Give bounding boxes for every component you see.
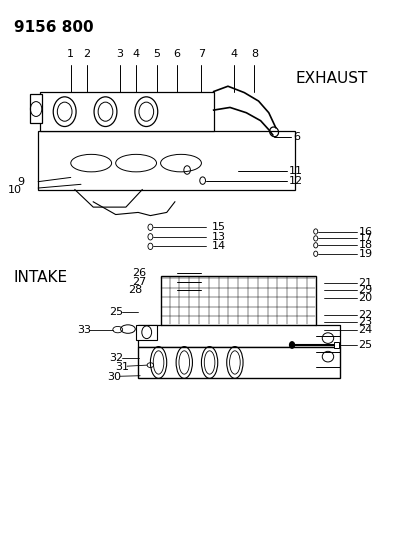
Text: 12: 12 bbox=[289, 175, 303, 185]
Text: 32: 32 bbox=[110, 353, 124, 363]
Text: 6: 6 bbox=[173, 49, 180, 59]
Text: 9: 9 bbox=[18, 176, 25, 187]
Text: 21: 21 bbox=[358, 278, 373, 288]
Text: 26: 26 bbox=[132, 269, 146, 278]
Text: 11: 11 bbox=[289, 166, 303, 176]
FancyBboxPatch shape bbox=[161, 276, 316, 325]
Text: 28: 28 bbox=[128, 285, 142, 295]
Text: INTAKE: INTAKE bbox=[14, 270, 68, 285]
Text: 7: 7 bbox=[198, 49, 205, 59]
Text: 3: 3 bbox=[116, 49, 123, 59]
Text: 4: 4 bbox=[231, 49, 238, 59]
Text: 8: 8 bbox=[251, 49, 258, 59]
Text: 15: 15 bbox=[212, 222, 226, 232]
Text: 33: 33 bbox=[77, 325, 91, 335]
Text: 6: 6 bbox=[293, 132, 300, 142]
Text: 29: 29 bbox=[358, 285, 373, 295]
Text: 23: 23 bbox=[358, 317, 373, 327]
Text: 20: 20 bbox=[358, 293, 373, 303]
Text: 9156 800: 9156 800 bbox=[14, 20, 93, 35]
Text: 14: 14 bbox=[212, 241, 226, 252]
Text: 1: 1 bbox=[67, 49, 74, 59]
Text: 25: 25 bbox=[358, 340, 373, 350]
Text: 22: 22 bbox=[358, 310, 373, 320]
FancyBboxPatch shape bbox=[335, 342, 339, 348]
FancyBboxPatch shape bbox=[136, 325, 157, 340]
FancyBboxPatch shape bbox=[40, 92, 214, 131]
Text: 2: 2 bbox=[83, 49, 91, 59]
Text: 4: 4 bbox=[132, 49, 140, 59]
FancyBboxPatch shape bbox=[30, 94, 42, 123]
Circle shape bbox=[290, 342, 295, 348]
Text: 25: 25 bbox=[110, 306, 124, 317]
Text: 13: 13 bbox=[212, 232, 226, 242]
FancyBboxPatch shape bbox=[138, 347, 340, 378]
Text: 24: 24 bbox=[358, 325, 373, 335]
Text: 19: 19 bbox=[358, 249, 373, 259]
Text: 17: 17 bbox=[358, 233, 373, 244]
Text: 5: 5 bbox=[153, 49, 160, 59]
Text: 18: 18 bbox=[358, 240, 373, 251]
Text: 16: 16 bbox=[358, 227, 373, 237]
Text: 10: 10 bbox=[7, 184, 21, 195]
Text: EXHAUST: EXHAUST bbox=[296, 71, 368, 86]
Text: 31: 31 bbox=[115, 362, 129, 372]
Text: 30: 30 bbox=[107, 372, 121, 382]
Text: 27: 27 bbox=[132, 277, 146, 287]
